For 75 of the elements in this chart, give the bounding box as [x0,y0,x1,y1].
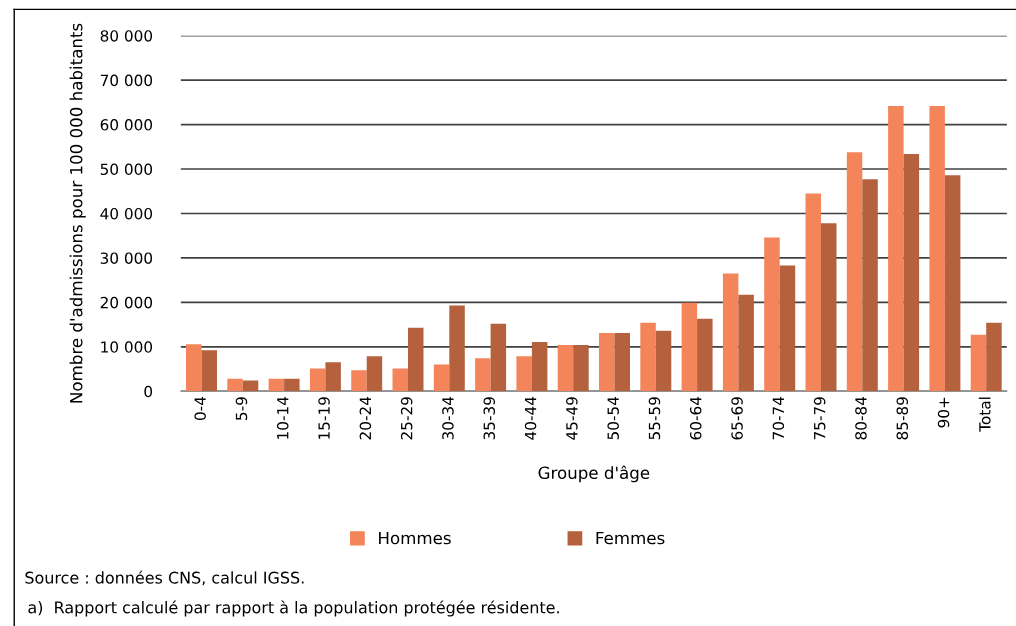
bar [970,334,987,392]
bar [738,294,754,392]
legend-label: Femmes [596,531,665,545]
bar [779,265,796,392]
bar [516,356,532,392]
x-tick-label: 20-24 [359,396,372,440]
y-tick-label: 80 000 [100,30,153,42]
bar [944,175,961,392]
y-tick-label: 0 [144,385,153,398]
x-tick-label: 50-54 [607,396,619,440]
bar [325,362,341,392]
bar [655,330,672,392]
x-tick-label: 15-19 [318,397,330,439]
bar [722,273,739,392]
x-tick-label: 55-59 [648,397,661,440]
bar [433,364,450,392]
bar [903,153,920,392]
y-tick-label: 10 000 [101,341,153,353]
x-tick-label: 80-84 [855,396,867,440]
bar [227,378,243,392]
y-tick-label: 70 000 [100,74,153,87]
bar [821,223,837,392]
x-tick-label: 35-39 [483,397,496,440]
bar [764,237,780,392]
x-tick-label: 0-4 [194,396,206,421]
bar [697,318,713,392]
x-tick-label: 30-34 [442,396,454,440]
bar [888,105,904,392]
bar [531,341,548,392]
source-note: Source : données CNS, calcul IGSS. [25,570,304,586]
x-tick-label: 25-29 [400,397,413,440]
x-tick-label: 60-64 [689,396,702,440]
bar [557,345,574,392]
x-tick-label: 90+ [937,397,950,428]
bar [242,380,259,392]
bar [408,327,424,392]
legend-label: Hommes [379,531,451,545]
bar [573,345,589,392]
x-tick-label: Total [978,397,991,432]
y-axis-title: Nombre d'admissions pour 100 000 habitants [69,23,86,403]
x-tick-label: 40-44 [524,396,537,440]
x-tick-label: 10-14 [276,396,289,439]
y-tick-label: 60 000 [100,119,153,131]
bar [986,322,1002,392]
bar [449,305,465,392]
y-tick-label: 40 000 [100,207,153,220]
x-tick-label: 45-49 [566,397,578,440]
x-tick-label: 5-9 [235,397,248,420]
bar [599,333,615,392]
x-tick-label: 70-74 [772,396,785,440]
x-tick-label: 75-79 [813,397,826,440]
bar [490,323,507,392]
bar [475,358,491,392]
bar [681,302,698,392]
y-tick-label: 20 000 [100,296,153,309]
bar [201,350,217,392]
bar [309,368,326,392]
bar [268,378,285,392]
x-tick-label: 65-69 [731,397,743,440]
bar [929,105,945,392]
bar [846,152,863,392]
bar [186,344,202,392]
bar [392,368,408,392]
y-tick-label: 50 000 [100,163,153,176]
x-axis-title: Groupe d'âge [538,465,650,483]
bar [805,193,821,392]
y-tick-label: 30 000 [100,252,153,264]
bar [862,179,878,392]
bar [640,322,656,392]
bar [284,378,300,392]
bar [366,356,383,392]
text: a) Rapport calculé par rapport à la population protégée résidente. [28,600,559,617]
x-tick-label: 85-89 [896,397,909,440]
bar [351,370,367,392]
bar [614,333,630,392]
